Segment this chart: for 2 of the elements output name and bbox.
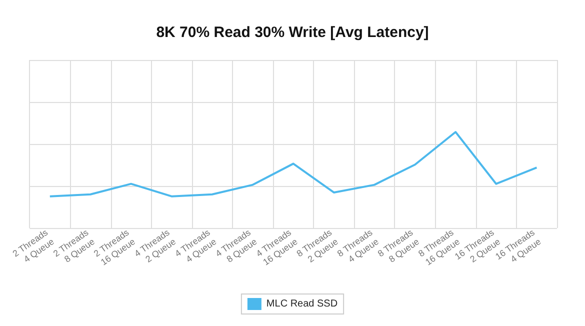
legend-label: MLC Read SSD bbox=[266, 298, 338, 310]
chart-title: 8K 70% Read 30% Write [Avg Latency] bbox=[156, 24, 429, 41]
